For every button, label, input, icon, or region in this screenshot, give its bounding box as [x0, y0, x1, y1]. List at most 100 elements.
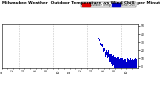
Point: [55, 32, 58, 33]
Point: [121, 58, 123, 60]
Point: [74, 33, 76, 35]
Point: [32, 35, 35, 37]
Point: [23, 36, 25, 38]
Point: [14, 37, 17, 38]
Point: [104, 48, 107, 49]
Point: [23, 36, 26, 37]
Point: [119, 57, 121, 58]
Point: [93, 34, 96, 36]
Point: [8, 34, 11, 35]
Point: [132, 60, 134, 62]
Point: [115, 55, 117, 56]
Point: [90, 36, 92, 38]
Point: [82, 35, 85, 36]
Point: [113, 55, 115, 57]
Point: [101, 45, 104, 47]
Point: [80, 33, 82, 34]
Point: [104, 51, 107, 53]
Point: [104, 48, 106, 49]
Point: [136, 56, 138, 57]
Point: [61, 35, 64, 37]
Point: [119, 57, 122, 58]
Point: [56, 35, 59, 36]
Point: [48, 35, 51, 37]
Point: [53, 35, 56, 36]
Point: [124, 60, 126, 61]
Point: [35, 34, 37, 35]
Point: [86, 33, 88, 35]
Point: [79, 33, 81, 35]
Point: [4, 35, 7, 37]
Point: [89, 33, 92, 34]
Point: [124, 58, 127, 60]
Point: [117, 57, 120, 58]
Point: [36, 34, 38, 35]
Point: [81, 33, 84, 35]
Point: [125, 57, 127, 59]
Point: [99, 42, 102, 43]
Point: [76, 34, 79, 35]
Point: [132, 58, 135, 60]
Bar: [111, 54, 112, 64]
Point: [4, 34, 7, 36]
Point: [100, 43, 103, 45]
Point: [5, 35, 7, 36]
Bar: [132, 59, 133, 74]
Point: [136, 59, 139, 60]
Point: [103, 48, 105, 49]
Point: [133, 59, 135, 60]
Point: [78, 32, 80, 34]
Bar: [112, 54, 113, 64]
Point: [92, 33, 94, 35]
Point: [118, 58, 121, 59]
Bar: [104, 48, 105, 51]
Point: [25, 33, 28, 35]
Point: [13, 37, 16, 38]
Point: [88, 35, 90, 36]
Point: [62, 32, 64, 33]
Point: [118, 57, 120, 58]
Point: [25, 36, 27, 37]
Point: [68, 36, 71, 37]
Point: [1, 34, 4, 36]
Point: [59, 33, 61, 35]
Point: [101, 43, 104, 44]
Point: [29, 38, 32, 40]
Point: [16, 33, 18, 34]
Point: [38, 34, 40, 35]
Point: [105, 49, 107, 50]
Point: [83, 33, 85, 35]
Point: [60, 35, 63, 36]
Point: [25, 34, 28, 36]
Point: [68, 33, 70, 34]
Bar: [124, 59, 125, 75]
Point: [28, 36, 30, 37]
Point: [66, 34, 69, 35]
Point: [129, 58, 132, 60]
Point: [77, 33, 80, 34]
Point: [83, 34, 86, 36]
Point: [19, 34, 22, 35]
Point: [55, 35, 58, 36]
Point: [54, 35, 57, 36]
Point: [54, 31, 56, 32]
Point: [108, 51, 111, 52]
Point: [88, 34, 90, 35]
Point: [106, 50, 109, 51]
Point: [99, 42, 101, 43]
Point: [34, 33, 37, 35]
Point: [58, 32, 60, 33]
Point: [26, 36, 28, 37]
Point: [65, 34, 68, 35]
Point: [92, 34, 95, 36]
Point: [31, 35, 33, 37]
Point: [7, 36, 9, 37]
Point: [106, 51, 109, 52]
Point: [97, 37, 100, 39]
Point: [52, 34, 55, 35]
Point: [89, 34, 92, 35]
Point: [19, 34, 22, 36]
Point: [63, 33, 66, 34]
Point: [110, 54, 113, 55]
Point: [130, 59, 133, 60]
